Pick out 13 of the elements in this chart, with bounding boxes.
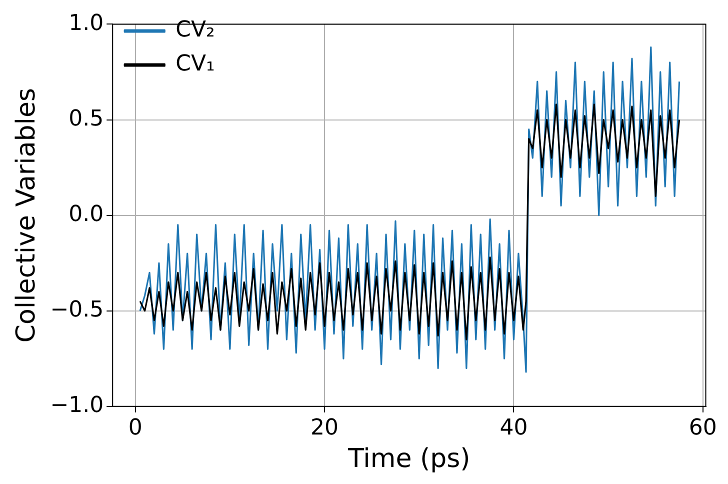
x-tick-label: 60 (688, 415, 717, 440)
x-tick-label: 0 (128, 415, 142, 440)
y-tick-label: 0.5 (68, 106, 104, 132)
x-tick-label: 40 (500, 415, 528, 440)
y-tick-label: −0.5 (50, 298, 104, 323)
y-tick-label: 0.0 (68, 202, 104, 228)
y-tick-label: 1.0 (68, 10, 104, 36)
y-axis-title: Collective Variables (11, 88, 42, 343)
legend-label: CV₂ (176, 18, 215, 43)
x-axis-title: Time (ps) (347, 444, 470, 474)
y-tick-label: −1.0 (50, 393, 104, 418)
legend-label: CV₁ (176, 52, 215, 77)
x-tick-label: 20 (310, 415, 339, 440)
